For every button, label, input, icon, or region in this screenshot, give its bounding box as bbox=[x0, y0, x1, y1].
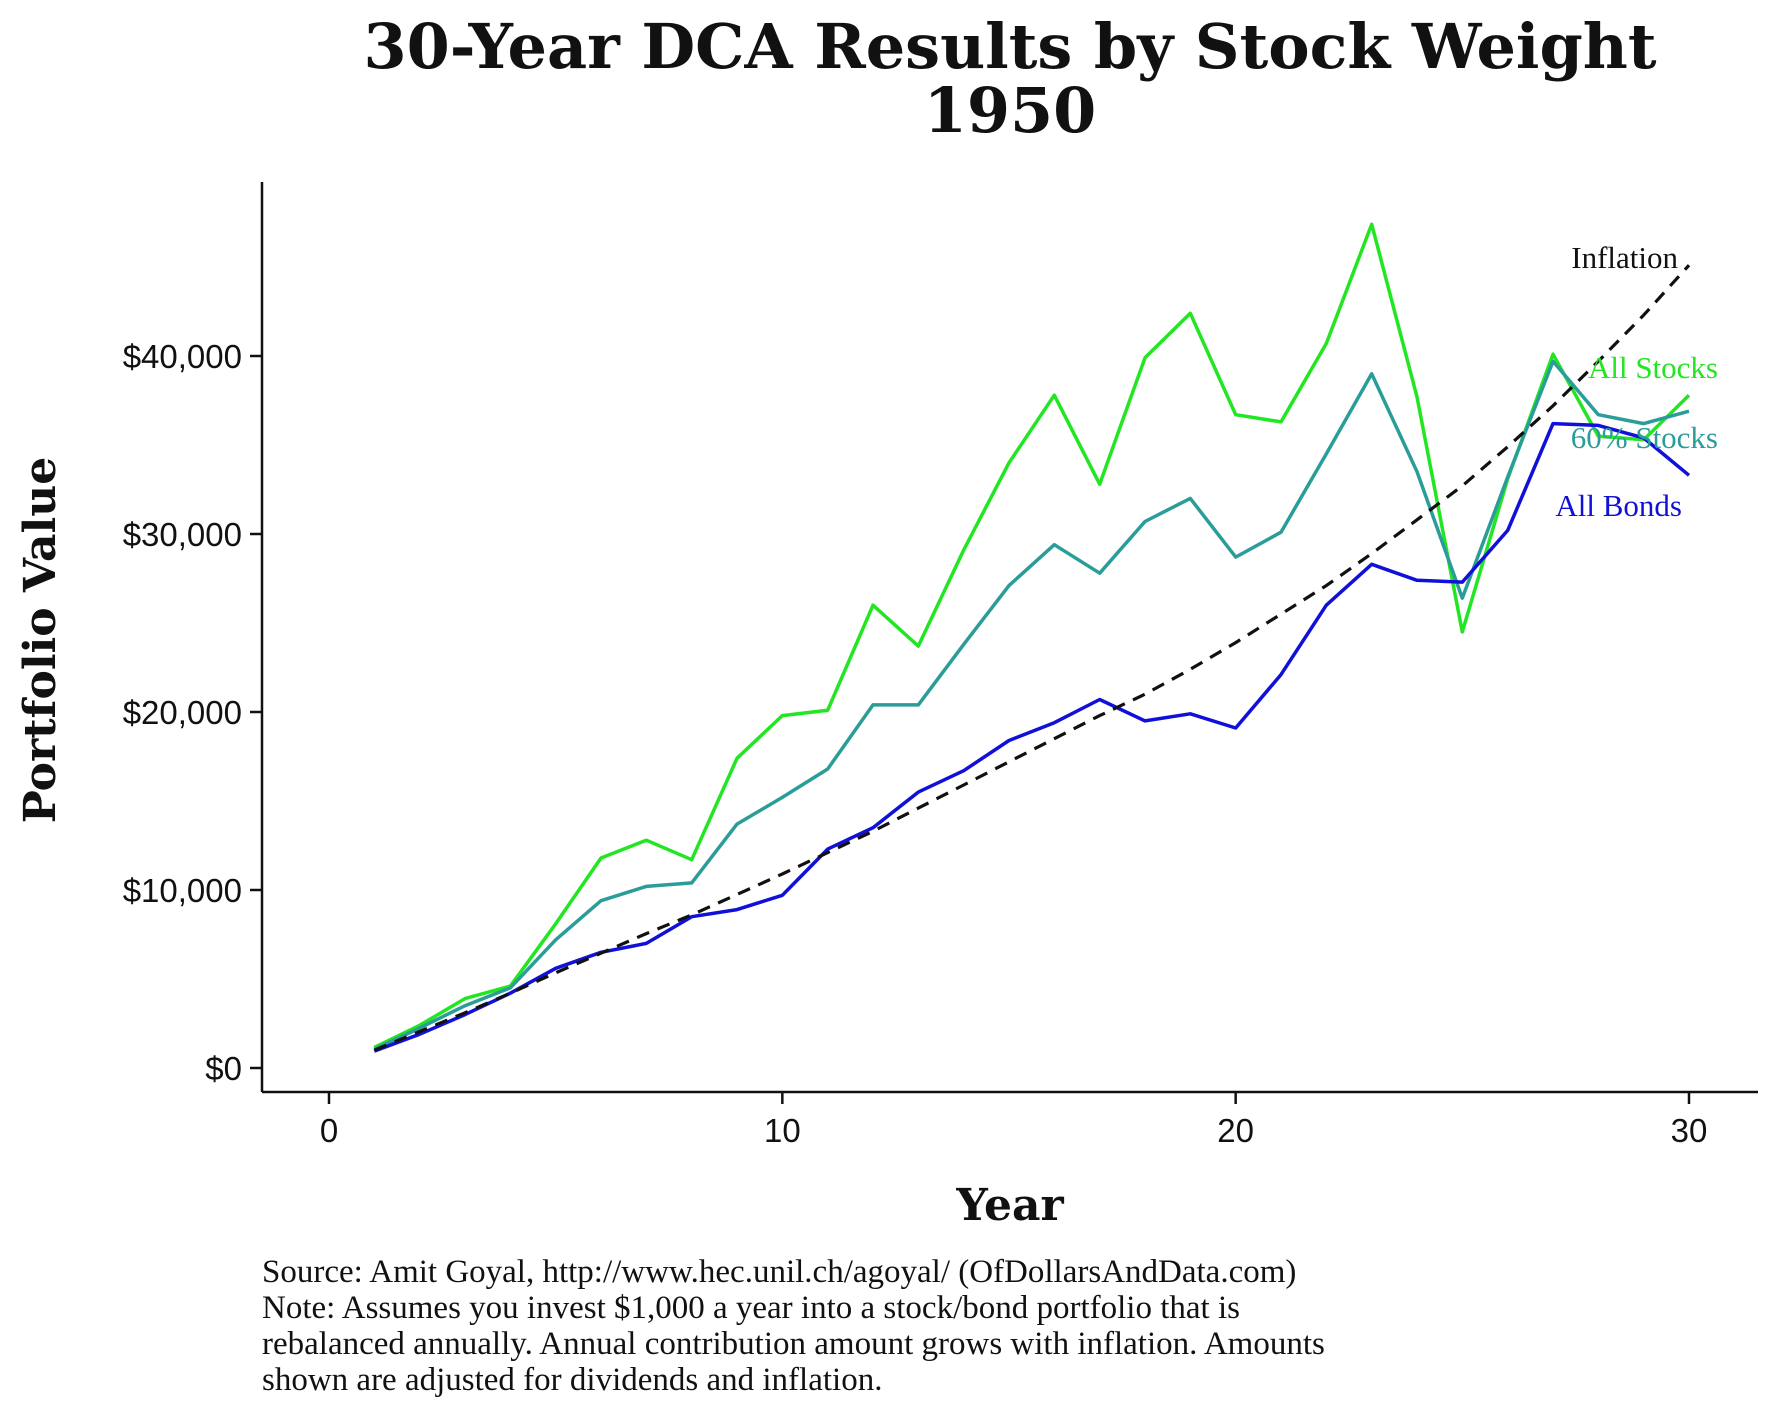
chart-subtitle: 1950 bbox=[924, 74, 1097, 147]
series-line-60-stocks bbox=[373, 359, 1690, 1051]
series-line-inflation bbox=[373, 264, 1691, 1052]
note-line-3: shown are adjusted for dividends and inf… bbox=[262, 1362, 882, 1398]
x-axis-title: Year bbox=[955, 1180, 1064, 1231]
series-line-all-bonds bbox=[373, 421, 1691, 1053]
series-line-all-stocks bbox=[373, 222, 1691, 1050]
x-tick-label: 20 bbox=[1217, 1112, 1254, 1149]
x-tick-label: 10 bbox=[764, 1112, 801, 1149]
note-line-2: rebalanced annually. Annual contribution… bbox=[262, 1326, 1325, 1362]
note-line-1: Note: Assumes you invest $1,000 a year i… bbox=[262, 1290, 1240, 1326]
series-label-all-bonds: All Bonds bbox=[1555, 488, 1682, 523]
y-tick-label: $10,000 bbox=[123, 872, 242, 909]
x-tick-label: 0 bbox=[320, 1112, 338, 1149]
plot-area: $0 $10,000 $20,000 $30,000 $40,000 0 10 20 30 All… bbox=[123, 182, 1758, 1149]
chart-title: 30-Year DCA Results by Stock Weight bbox=[363, 10, 1656, 83]
y-axis-title: Portfolio Value bbox=[15, 457, 66, 823]
y-tick-label: $0 bbox=[205, 1050, 242, 1087]
series-label-60-stocks: 60% Stocks bbox=[1571, 420, 1718, 455]
y-tick-label: $30,000 bbox=[123, 516, 242, 553]
series-label-all-stocks: All Stocks bbox=[1588, 350, 1718, 385]
x-tick-label: 30 bbox=[1671, 1112, 1708, 1149]
series-label-inflation: Inflation bbox=[1571, 240, 1678, 275]
y-tick-label: $20,000 bbox=[123, 694, 242, 731]
source-note: Source: Amit Goyal, http://www.hec.unil.… bbox=[262, 1254, 1296, 1290]
y-tick-label: $40,000 bbox=[123, 338, 242, 375]
